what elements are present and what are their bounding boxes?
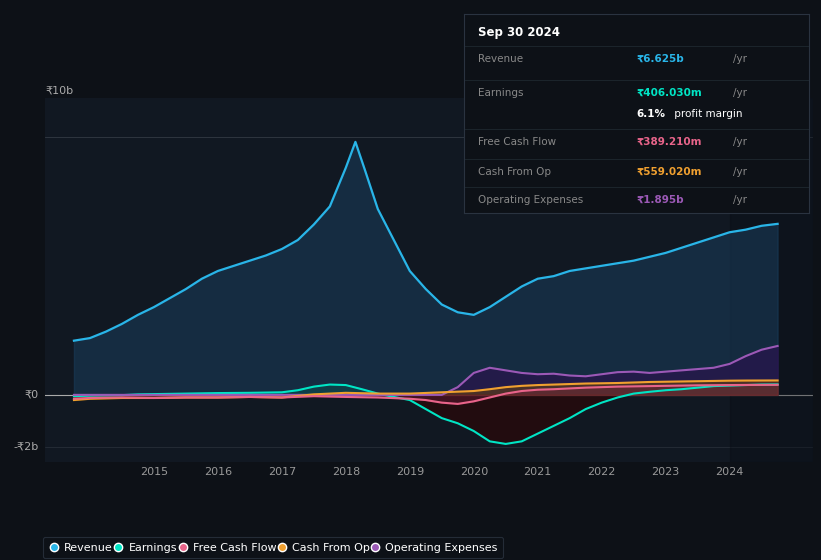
Text: /yr: /yr [733,137,747,147]
Text: ₹1.895b: ₹1.895b [636,195,684,205]
Text: Operating Expenses: Operating Expenses [478,195,583,205]
Text: -₹2b: -₹2b [14,441,39,451]
Legend: Revenue, Earnings, Free Cash Flow, Cash From Op, Operating Expenses: Revenue, Earnings, Free Cash Flow, Cash … [43,537,503,558]
Text: /yr: /yr [733,167,747,177]
Text: Free Cash Flow: Free Cash Flow [478,137,556,147]
Text: Earnings: Earnings [478,87,523,97]
Bar [730,98,813,462]
Text: Cash From Op: Cash From Op [478,167,551,177]
Text: ₹10b: ₹10b [45,86,73,96]
Text: ₹6.625b: ₹6.625b [636,54,684,64]
Text: ₹389.210m: ₹389.210m [636,137,702,147]
Text: ₹406.030m: ₹406.030m [636,87,702,97]
Text: /yr: /yr [733,87,747,97]
Text: ₹559.020m: ₹559.020m [636,167,702,177]
Text: profit margin: profit margin [671,109,742,119]
Text: Sep 30 2024: Sep 30 2024 [478,26,560,39]
Text: /yr: /yr [733,54,747,64]
Text: /yr: /yr [733,195,747,205]
Text: 6.1%: 6.1% [636,109,665,119]
Text: ₹0: ₹0 [25,390,39,400]
Text: Revenue: Revenue [478,54,523,64]
